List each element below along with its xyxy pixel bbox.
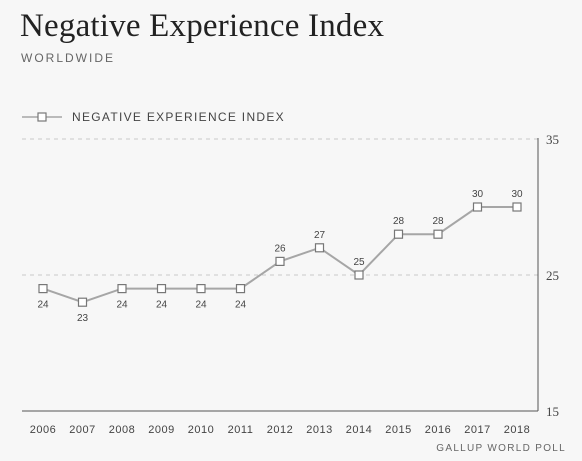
data-label: 23 [77,313,89,324]
x-tick-label: 2006 [30,424,56,436]
x-tick-label: 2014 [346,424,372,436]
x-tick-label: 2013 [306,424,332,436]
data-label: 26 [274,243,286,254]
legend-line-marker-icon [22,112,62,122]
x-tick-label: 2017 [464,424,490,436]
data-point [314,243,325,253]
x-tick-label: 2016 [425,424,451,436]
page-title: Negative Experience Index [20,8,385,44]
data-point [354,270,364,280]
data-point [433,229,443,239]
x-tick-label: 2010 [188,424,214,436]
x-tick-label: 2009 [148,424,174,436]
y-tick-label: 25 [546,268,559,283]
y-tick-label: 35 [546,132,559,147]
data-label: 28 [432,216,444,227]
data-point [275,256,285,266]
series-line [42,206,517,304]
data-point [38,284,48,294]
data-point [77,297,88,307]
data-label: 25 [353,257,365,268]
x-tick-label: 2007 [69,424,95,436]
source-note: GALLUP WORLD POLL [436,443,566,454]
x-tick-label: 2011 [228,424,254,436]
x-tick-label: 2008 [109,424,135,436]
legend-label: NEGATIVE EXPERIENCE INDEX [72,110,285,124]
data-label: 30 [511,189,523,200]
data-label: 24 [235,300,247,311]
data-point [196,284,206,294]
page-subtitle: WORLDWIDE [21,51,115,65]
data-point [156,284,167,294]
data-label: 24 [37,300,49,311]
data-label: 24 [116,300,128,311]
data-point [512,202,522,212]
data-point [117,284,127,294]
data-label: 30 [472,189,484,200]
data-label: 24 [156,300,168,311]
y-tick-label: 15 [546,404,559,419]
chart-legend: NEGATIVE EXPERIENCE INDEX [22,110,285,124]
data-point [235,284,246,294]
data-point [393,229,404,239]
data-label: 24 [195,300,207,311]
x-tick-label: 2012 [267,424,293,436]
x-tick-label: 2015 [385,424,411,436]
data-label: 28 [393,216,405,227]
x-tick-label: 2018 [504,424,530,436]
data-label: 27 [314,230,326,241]
data-point [472,202,483,212]
